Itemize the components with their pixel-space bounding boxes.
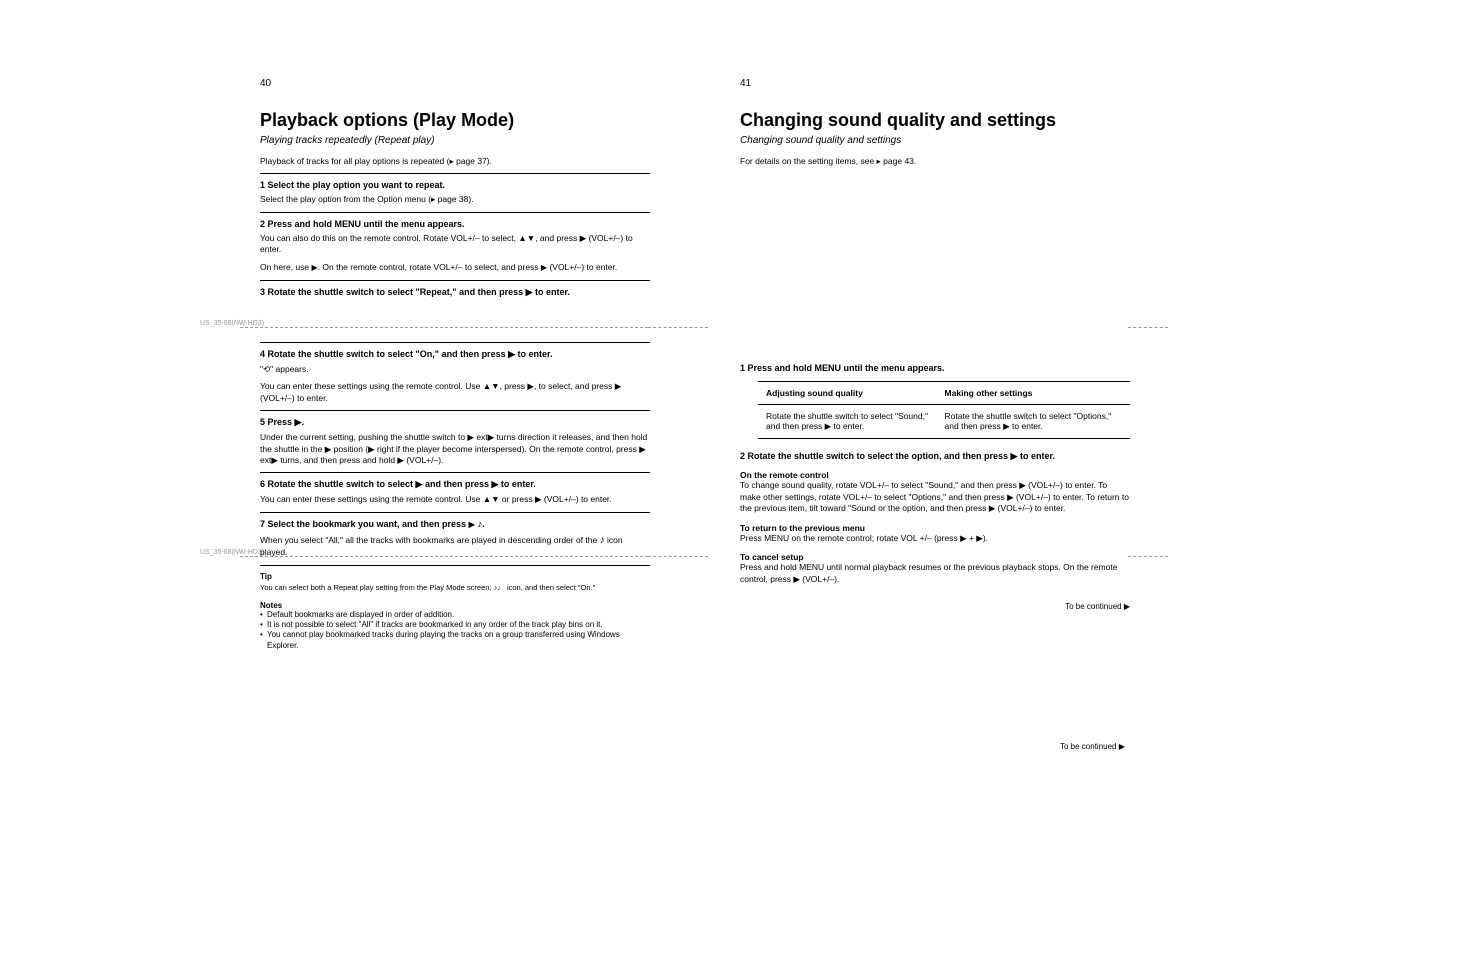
dashed-rule-2c [1128, 556, 1168, 557]
step3-head: 3 Rotate the shuttle switch to select "R… [260, 287, 650, 298]
dashed-rule-2b [648, 556, 708, 557]
step2-head: 2 Press and hold MENU until the menu app… [260, 219, 650, 229]
step2-extra: On here, use ▶. On the remote control, r… [260, 262, 650, 274]
note-icon: ♪ [477, 519, 482, 530]
step6-body: You can enter these settings using the r… [260, 494, 650, 505]
dashed-rule-1c [1128, 327, 1168, 328]
step6-head: 6 Rotate the shuttle switch to select ▶ … [260, 479, 650, 490]
step4-body1: "⟲" appears. [260, 364, 650, 375]
dashed-rule-1b [648, 327, 708, 328]
continued-arrow-icon: ▶ [1124, 602, 1130, 611]
step4-body2: You can enter these settings using the r… [260, 381, 650, 404]
figure-spacer [740, 173, 1130, 353]
left-title: Playback options (Play Mode) [260, 110, 650, 131]
continued-right: To be continued ▶ [1060, 742, 1125, 751]
continued-text-2: To be continued [1060, 742, 1117, 751]
fold-caption-1: US_35-68(NW-HD3) [200, 320, 264, 327]
table-row: Rotate the shuttle switch to select "Sou… [758, 405, 1130, 439]
th-sound: Adjusting sound quality [758, 382, 937, 405]
note-bullet-3: You cannot play bookmarked tracks during… [267, 630, 650, 651]
continued-label: To be continued ▶ [1065, 602, 1130, 611]
left-column: Playback options (Play Mode) Playing tra… [260, 110, 650, 651]
td-other: Rotate the shuttle switch to select "Opt… [937, 405, 1130, 439]
continued-text: To be continued [1065, 602, 1122, 611]
page-number-left: 40 [260, 78, 271, 89]
left-intro: Playback of tracks for all play options … [260, 156, 650, 167]
step7-head: 7 Select the bookmark you want, and then… [260, 519, 650, 530]
left-subtitle: Playing tracks repeatedly (Repeat play) [260, 135, 650, 146]
rule-7 [260, 512, 650, 513]
table-header-row: Adjusting sound quality Making other set… [758, 382, 1130, 405]
play-icon: ▶ [312, 263, 318, 272]
step5-head: 5 Press ▶. [260, 417, 650, 428]
cancel-body: Press and hold MENU until normal playbac… [740, 562, 1130, 585]
rule-1 [260, 173, 650, 174]
play-icon: ▶ [469, 520, 475, 529]
tip-label: Tip [260, 572, 650, 581]
right-subtitle: Changing sound quality and settings [740, 135, 1130, 146]
tip-body: You can select both a Repeat play settin… [260, 583, 650, 593]
remote-body: To change sound quality, rotate VOL+/– t… [740, 480, 1130, 514]
page-number-right: 41 [740, 78, 751, 89]
note-bullet-1: Default bookmarks are displayed in order… [267, 610, 650, 620]
step5-body: Under the current setting, pushing the s… [260, 432, 650, 466]
step4-head: 4 Rotate the shuttle switch to select "O… [260, 349, 650, 360]
rule-8 [260, 565, 650, 566]
play-icon: ▶ [541, 263, 547, 272]
step3-spacer [260, 302, 650, 336]
note-icon: ♪ [600, 535, 605, 546]
fold-caption-2: US_35-68(NW-HD3) [200, 549, 264, 556]
step2-body: You can also do this on the remote contr… [260, 233, 650, 256]
notes-label: Notes [260, 601, 650, 610]
right-title: Changing sound quality and settings [740, 110, 1130, 131]
rule-6 [260, 472, 650, 473]
right-column: Changing sound quality and settings Chan… [740, 110, 1130, 591]
r-step1-head: 1 Press and hold MENU until the menu app… [740, 363, 1130, 373]
note-bullet-2: It is not possible to select "All" if tr… [267, 620, 650, 630]
r-step2-head: 2 Rotate the shuttle switch to select th… [740, 451, 1130, 462]
return-head: To return to the previous menu [740, 523, 1130, 533]
right-intro: For details on the setting items, see ▸ … [740, 156, 1130, 167]
rule-3 [260, 280, 650, 281]
remote-label: On the remote control [740, 470, 1130, 480]
step1-head: 1 Select the play option you want to rep… [260, 180, 650, 190]
td-sound: Rotate the shuttle switch to select "Sou… [758, 405, 937, 439]
rule-5 [260, 410, 650, 411]
step7-body: When you select "All," all the tracks wi… [260, 534, 650, 559]
rule-2 [260, 212, 650, 213]
continued-arrow-icon: ▶ [1119, 742, 1125, 751]
options-table: Adjusting sound quality Making other set… [758, 381, 1130, 439]
th-other: Making other settings [937, 382, 1130, 405]
return-body: Press MENU on the remote control; rotate… [740, 533, 1130, 544]
cancel-head: To cancel setup [740, 552, 1130, 562]
table-wrap: Adjusting sound quality Making other set… [758, 381, 1130, 439]
rule-4 [260, 342, 650, 343]
step1-body: Select the play option from the Option m… [260, 194, 650, 205]
